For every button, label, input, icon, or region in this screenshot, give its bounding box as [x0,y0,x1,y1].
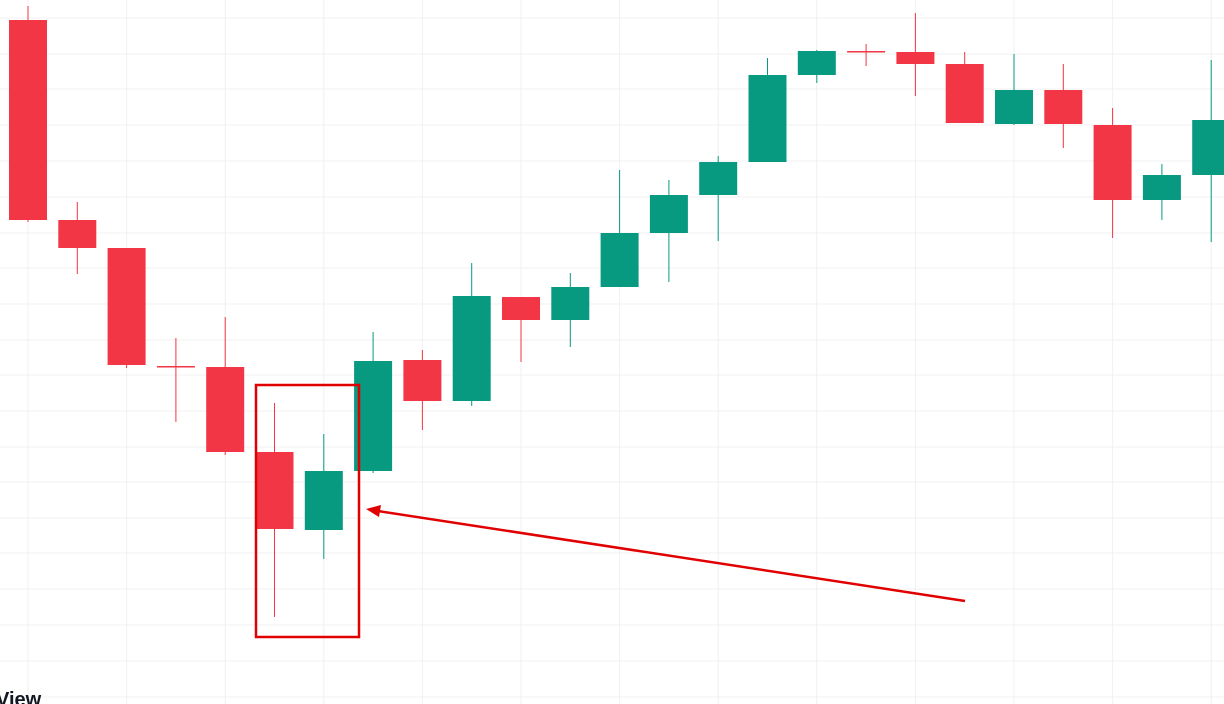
candle-body [156,366,195,368]
candle-body [1142,175,1181,200]
arrow-head [366,505,381,517]
candle-body [847,51,886,53]
candle-body [995,90,1033,124]
candle-body [551,287,590,320]
candle-body [9,20,47,220]
candle-body [354,361,393,471]
candle-body [649,195,688,233]
candle-body [255,452,294,529]
candle-body [945,64,984,123]
candle-body [896,52,935,64]
candle-body [502,297,540,320]
candle-body [304,471,343,530]
candle-body [1044,90,1083,124]
arrow-line [377,509,966,603]
highlight-box [254,383,361,639]
candle-body [403,360,442,401]
candle-body [452,296,491,401]
candle-body [107,248,146,365]
candle-body [797,51,836,75]
candle-body [600,233,639,287]
candle-body [58,220,97,248]
candle-body [699,162,738,195]
candle-body [748,75,787,162]
candle-body [1093,125,1132,200]
watermark: View [0,689,42,704]
candle-body [206,367,245,452]
candle-body [1192,120,1224,175]
candles [9,6,1224,617]
